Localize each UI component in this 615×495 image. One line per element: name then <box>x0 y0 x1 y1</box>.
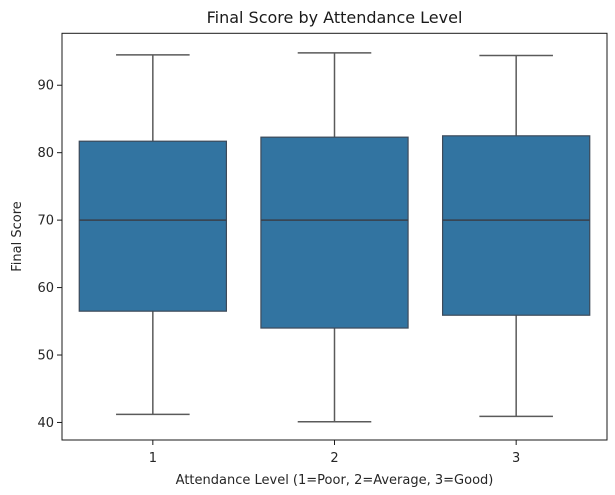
x-tick-label: 3 <box>512 451 520 466</box>
chart-title: Final Score by Attendance Level <box>207 8 463 27</box>
x-axis: 1 2 3 <box>149 440 520 466</box>
y-axis: 40 50 60 70 80 90 <box>37 79 62 431</box>
iqr-box <box>260 136 409 329</box>
iqr-box <box>441 135 591 316</box>
x-axis-label: Attendance Level (1=Poor, 2=Average, 3=G… <box>176 473 494 488</box>
y-axis-label: Final Score <box>10 201 25 272</box>
iqr-box <box>78 140 228 312</box>
box-group-3 <box>441 54 591 418</box>
x-tick-label: 1 <box>149 451 157 466</box>
y-tick-label: 80 <box>37 146 54 161</box>
y-tick-label: 50 <box>37 349 54 364</box>
box-group-1 <box>78 54 228 416</box>
box-group-2 <box>260 52 409 423</box>
y-tick-label: 40 <box>37 416 54 431</box>
y-tick-label: 70 <box>37 214 54 229</box>
y-tick-label: 90 <box>37 79 54 94</box>
plot-area <box>61 32 608 441</box>
x-tick-label: 2 <box>330 451 338 466</box>
y-tick-label: 60 <box>37 281 54 296</box>
